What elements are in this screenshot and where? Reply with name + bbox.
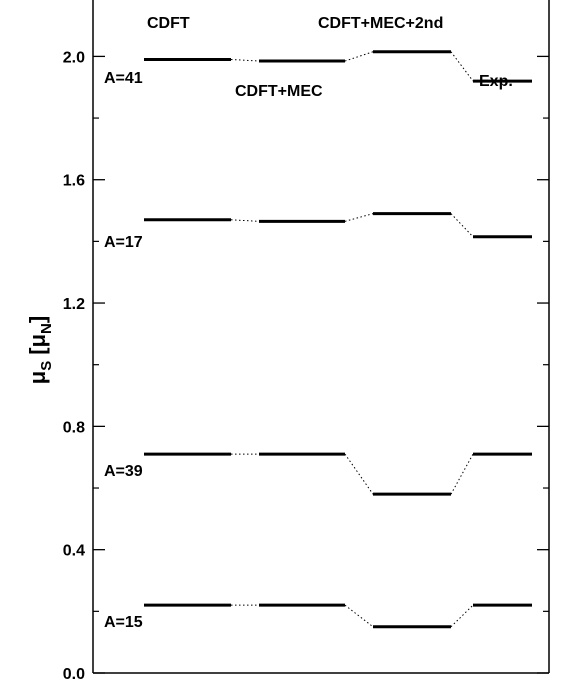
column-label-cdft-mec-2nd: CDFT+MEC+2nd — [318, 15, 443, 32]
series-label-a41: A=41 — [104, 70, 143, 87]
y-axis-label-symbol: μ — [25, 371, 50, 384]
level-connectors — [230, 51, 474, 628]
level-connector — [344, 51, 374, 62]
level-connector — [344, 453, 374, 495]
y-tick-label: 0.0 — [63, 666, 85, 683]
series-label-a39: A=39 — [104, 463, 143, 480]
series-label-a17: A=17 — [104, 234, 143, 251]
y-tick-label: 0.8 — [63, 419, 85, 436]
y-axis-ticks: 0.0 0.4 0.8 1.2 1.6 2.0 — [63, 49, 549, 683]
y-tick-label: 2.0 — [63, 49, 85, 66]
plot-frame — [92, 0, 550, 674]
level-connector — [450, 51, 474, 82]
level-connector — [344, 213, 374, 222]
y-axis-label: μS [μN] — [25, 316, 55, 384]
level-connector — [230, 58, 260, 62]
series-label-a15: A=15 — [104, 614, 143, 631]
svg-text:μS[μN]: μS [μN] — [25, 316, 55, 384]
y-axis-label-unit-subscript: N — [38, 323, 55, 334]
y-tick-label: 0.4 — [63, 543, 85, 560]
level-connector — [344, 604, 374, 628]
level-connector — [450, 453, 474, 495]
y-tick-label: 1.2 — [63, 296, 85, 313]
column-label-cdft: CDFT — [147, 15, 190, 32]
y-axis-label-unit-close: ] — [25, 316, 50, 323]
column-label-cdft-mec: CDFT+MEC — [235, 83, 323, 100]
column-label-exp: Exp. — [479, 73, 513, 90]
level-bars — [144, 50, 532, 629]
y-axis-label-unit-open: [μ — [25, 334, 50, 355]
y-tick-label: 1.6 — [63, 173, 85, 190]
level-connector — [450, 604, 474, 628]
level-connector — [450, 213, 474, 238]
level-connector — [230, 219, 260, 222]
y-axis-label-subscript: S — [38, 361, 55, 371]
